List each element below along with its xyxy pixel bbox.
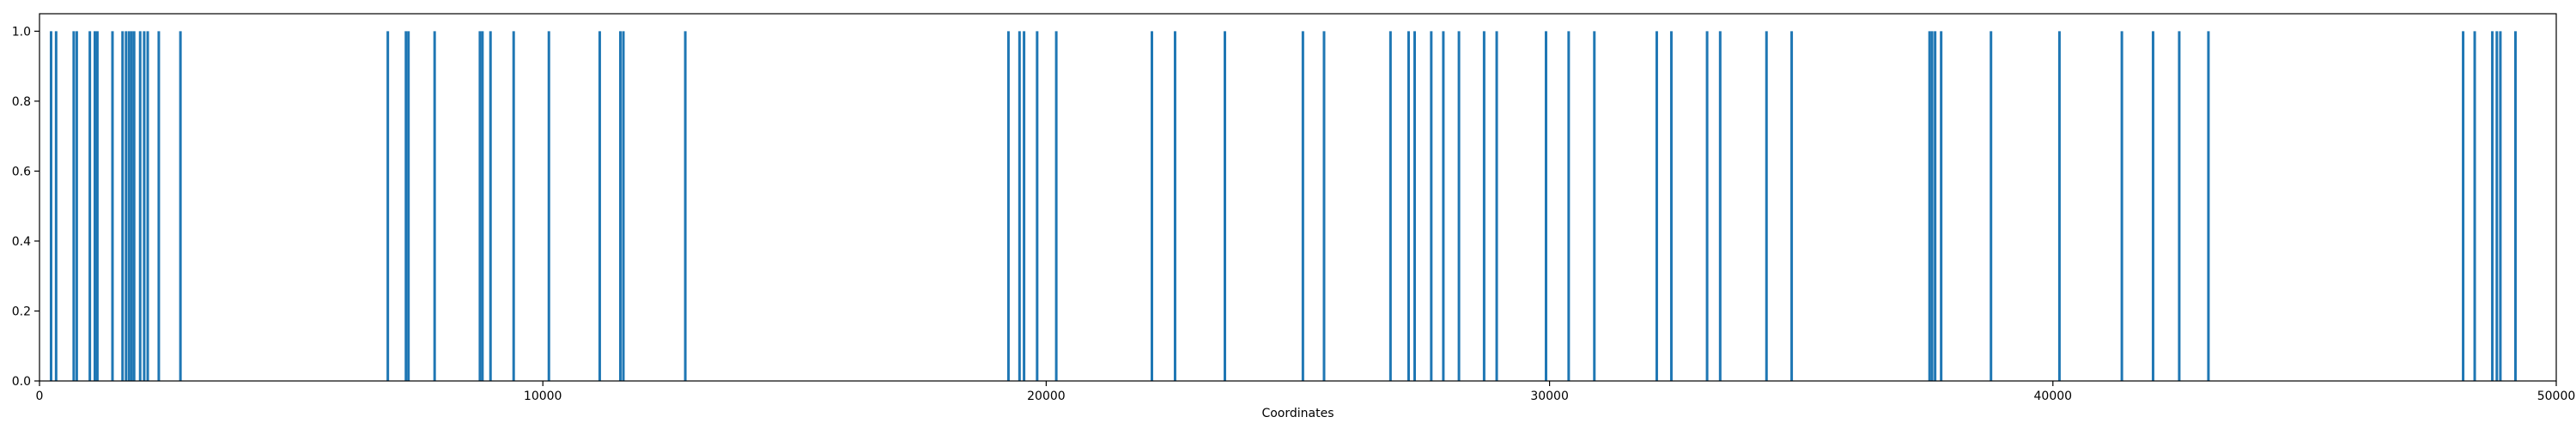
y-tick-label-3: 0.6: [12, 165, 31, 178]
y-tick-label-0: 0.0: [12, 375, 31, 389]
y-tick-label-2: 0.4: [12, 235, 31, 249]
plot-frame: [39, 13, 2557, 382]
axes-layer: 0 10000 20000 30000 40000 50000 0.0 0.2 0.4 0.6 0.…: [12, 13, 2576, 403]
bars-layer: [49, 31, 2518, 381]
x-tick-label-3: 30000: [1530, 390, 1569, 403]
x-tick-label-0: 0: [36, 390, 44, 403]
x-tick-label-1: 10000: [524, 390, 562, 403]
x-tick-label-5: 50000: [2537, 390, 2576, 403]
x-axis-title: Coordinates: [1261, 407, 1334, 420]
x-tick-label-2: 20000: [1027, 390, 1066, 403]
y-tick-label-5: 1.0: [12, 25, 31, 39]
y-tick-label-1: 0.2: [12, 305, 31, 318]
y-tick-label-4: 0.8: [12, 95, 31, 109]
x-tick-label-4: 40000: [2034, 390, 2073, 403]
